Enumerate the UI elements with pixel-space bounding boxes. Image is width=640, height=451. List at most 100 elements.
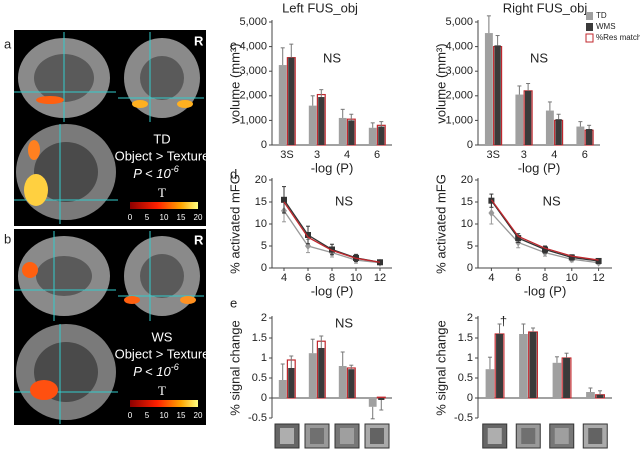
bar [376,396,386,399]
marker [568,254,575,261]
y-axis-label: % signal change [227,320,242,415]
colorbar-tick: 5 [145,411,150,420]
bar [552,362,562,398]
y-tick-label: 3,000 [239,65,267,77]
bar [318,348,325,398]
brain-slice [36,256,92,296]
y-axis-label: volume (mm³) [227,43,242,123]
bar [288,57,295,145]
x-tick-label: 4 [344,149,350,161]
y-axis-label: % activated mFG [227,174,242,274]
y-axis-label: volume (mm³) [433,43,448,123]
bar [278,380,287,398]
bar [515,94,524,145]
y-tick-label: 5 [467,240,473,252]
marker [515,235,522,242]
x-tick-label: 4 [281,272,287,284]
bar [318,97,325,145]
contrast-label: Object > Texture [115,148,210,163]
stimulus-thumbnail [515,423,541,449]
brain-slice [140,254,184,298]
y-tick-label: 5,000 [445,16,473,28]
colorbar-tick: 15 [177,411,186,420]
x-tick-label: 8 [329,272,335,284]
thumbnail-detail [310,428,324,444]
x-axis-label: -log (P) [311,283,354,298]
stimulus-thumbnail [364,423,390,449]
p-exponent: -6 [171,362,179,372]
colorbar-tick: 10 [160,213,169,222]
y-tick-label: 1,000 [239,114,267,126]
bar [485,369,495,398]
bar [519,334,528,398]
marker [305,232,311,238]
activation [36,96,64,104]
annotation: NS [543,193,561,208]
activation [180,296,196,304]
annotation: NS [323,50,341,65]
p-text: P < 10 [133,364,171,379]
bar [338,366,347,398]
p-label: P < 10-6 [133,164,178,181]
x-tick-label: 6 [305,272,311,284]
thumbnail-detail [280,428,294,444]
y-tick-label: 4,000 [445,41,473,53]
y-tick-label: 10 [461,218,473,230]
thumbnail-detail [370,428,384,444]
y-tick-label: 3,000 [445,65,473,77]
bar [585,129,593,145]
thumbnail-detail [340,428,354,444]
annotation: NS [335,193,353,208]
marker [329,246,335,253]
y-tick-label: 20 [255,174,267,186]
x-tick-label: 3 [521,149,527,161]
x-tick-label: 3 [314,149,320,161]
y-tick-label: 0.5 [252,372,267,384]
annotation: NS [530,50,548,65]
y-tick-label: 0 [261,392,267,404]
colorbar-title: T [158,383,166,398]
colorbar-tick: 20 [194,213,203,222]
legend-swatch [586,23,593,31]
y-tick-label: 0 [467,262,473,274]
brain-slice [34,142,98,202]
y-tick-label: 2 [261,312,267,324]
activation [177,100,193,108]
y-tick-label: 1 [467,352,473,364]
colorbar [130,400,198,407]
y-tick-label: 0 [467,139,473,151]
contrast-label: Object > Texture [115,346,210,361]
p-label: P < 10-6 [133,362,178,379]
stimulus-thumbnail [304,423,330,449]
bar [576,126,585,145]
y-tick-label: -0.5 [454,412,473,424]
panel-label: a [4,36,12,51]
thumbnail-detail [521,428,536,444]
colorbar-tick: 10 [160,411,169,420]
bar [586,392,595,398]
marker [595,257,602,264]
x-tick-label: 10 [350,272,362,284]
activation [30,380,58,400]
y-tick-label: 1.5 [252,332,267,344]
bar [338,117,347,145]
y-tick-label: 5 [261,240,267,252]
y-tick-label: 1,000 [445,114,473,126]
x-tick-label: 6 [515,272,521,284]
brain-panel-a: a R TD Object > Texture P < 10-6 T [4,30,209,226]
x-tick-label: 8 [542,272,548,284]
stimulus-thumbnail [582,423,608,449]
marker [488,209,495,217]
panel-label: d [230,166,237,181]
legend-swatch [585,33,594,43]
y-tick-label: 5,000 [239,16,267,28]
x-tick-label: 3S [487,149,500,161]
x-tick-label: 12 [374,272,386,284]
y-tick-label: 4,000 [239,41,267,53]
bar [308,105,317,145]
side-label: R [194,232,204,247]
activation [124,296,140,304]
bar [348,369,355,398]
panel-label: c [230,37,237,52]
annotation: † [500,313,507,328]
